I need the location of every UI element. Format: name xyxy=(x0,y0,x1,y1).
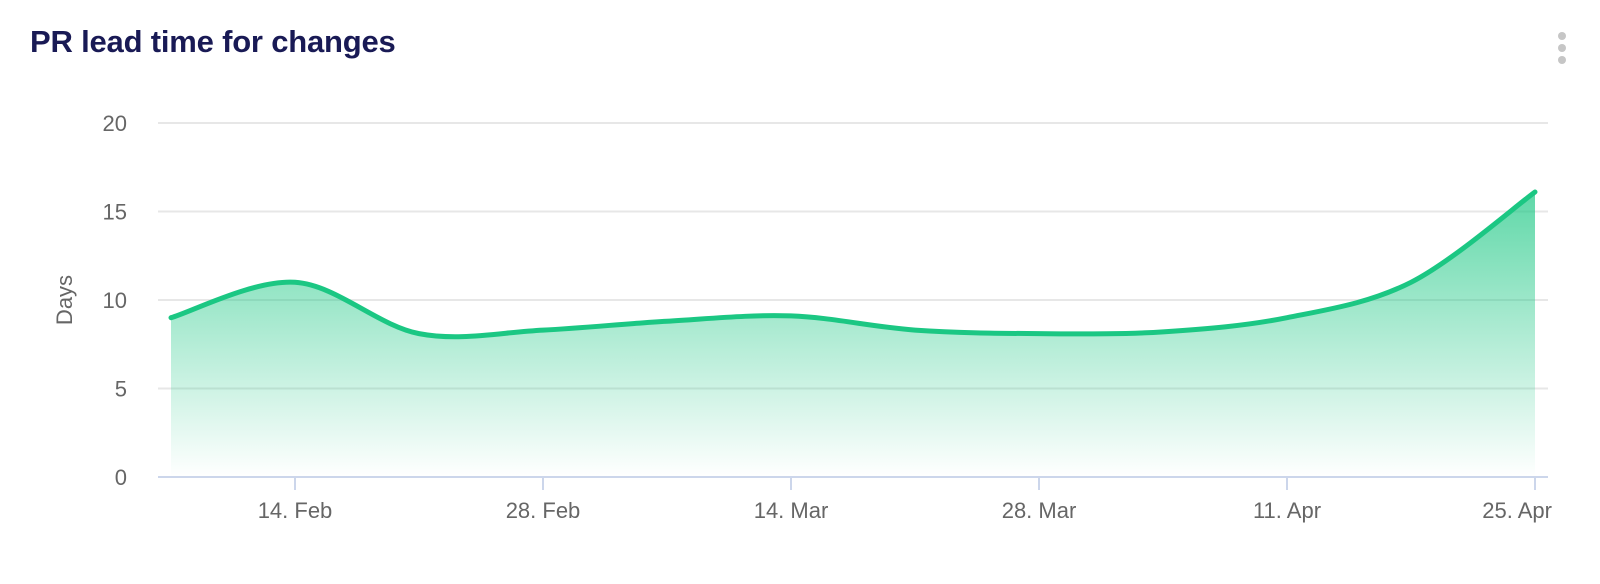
x-axis-label: 25. Apr xyxy=(1482,498,1552,523)
x-axis-label: 14. Mar xyxy=(754,498,829,523)
x-axis-label: 28. Mar xyxy=(1002,498,1077,523)
kebab-menu-icon xyxy=(1558,44,1566,52)
kebab-menu-icon xyxy=(1558,32,1566,40)
y-axis-label: 10 xyxy=(103,288,127,313)
kebab-menu-icon xyxy=(1558,56,1566,64)
y-axis-label: 20 xyxy=(103,111,127,136)
y-axis-title: Days xyxy=(52,275,77,325)
y-axis-label: 15 xyxy=(103,200,127,225)
chart-title: PR lead time for changes xyxy=(30,24,396,59)
area-series-line xyxy=(168,189,1538,340)
kebab-menu-button[interactable] xyxy=(1550,30,1574,72)
x-axis-label: 28. Feb xyxy=(506,498,581,523)
area-series-fill xyxy=(171,192,1535,477)
x-axis-label: 11. Apr xyxy=(1253,498,1321,523)
y-axis-label: 0 xyxy=(115,465,127,490)
x-axis-label: 14. Feb xyxy=(258,498,333,523)
y-axis-label: 5 xyxy=(115,377,127,402)
